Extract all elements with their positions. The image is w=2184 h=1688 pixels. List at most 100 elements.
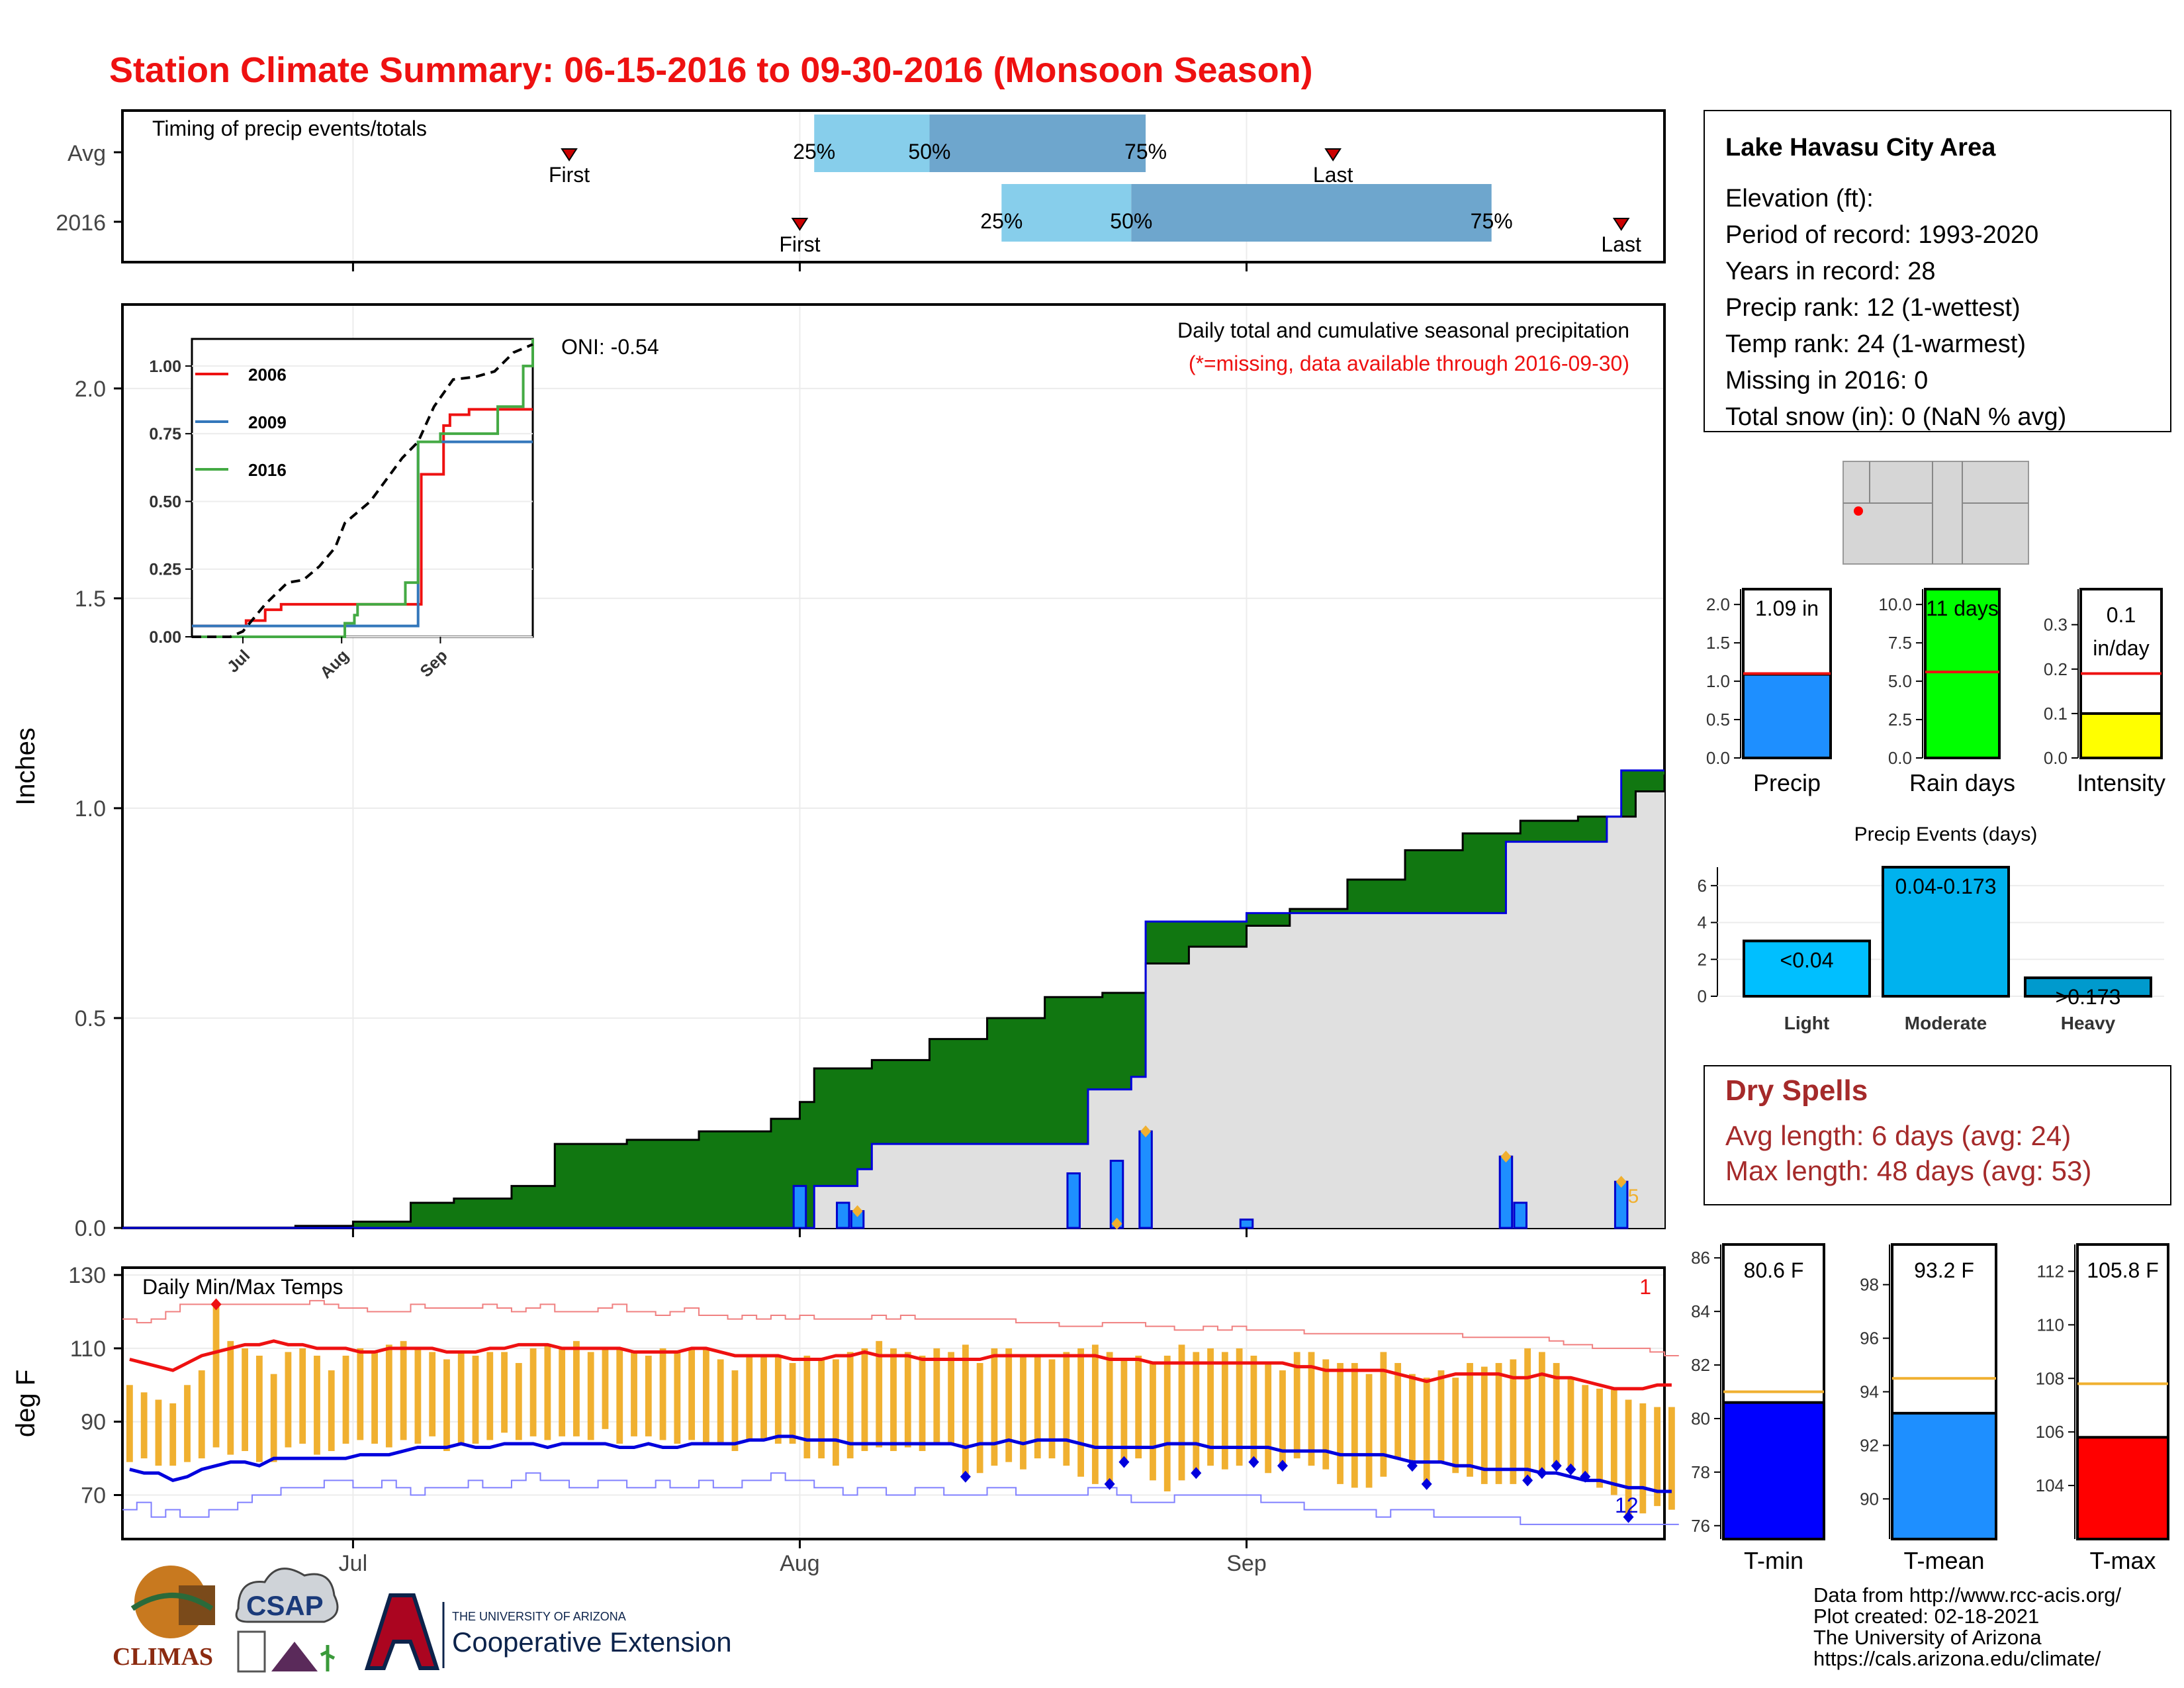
daily-temp-range-bar: [414, 1348, 422, 1444]
record-low-marker-icon: [1118, 1456, 1130, 1468]
daily-temp-range-bar: [1654, 1407, 1661, 1507]
daily-temp-range-bar: [948, 1352, 955, 1444]
daily-temp-range-bar: [602, 1348, 609, 1429]
daily-temp-range-bar: [904, 1352, 911, 1448]
mini-y-tick-label: 0.0: [2044, 748, 2068, 768]
daily-temp-range-bar: [1034, 1355, 1041, 1459]
rank-marker-icon: [1500, 1150, 1512, 1163]
inset-y-tick-label: 0.50: [149, 492, 181, 511]
daily-temp-range-bar: [876, 1340, 883, 1448]
avg-max-line: [129, 1339, 1672, 1391]
timing-marker-label: First: [549, 163, 590, 187]
info-line-missing: Missing in 2016: 0: [1725, 367, 1928, 395]
daily-temp-range-bar: [1668, 1407, 1675, 1510]
daily-precip-bar: [1614, 1180, 1629, 1229]
record-high-count: 1: [1639, 1275, 1651, 1299]
daily-temp-range-bar: [789, 1363, 796, 1444]
credit-line-3: The University of Arizona: [1813, 1626, 2042, 1649]
daily-temp-range-bar: [1322, 1359, 1330, 1470]
daily-temp-range-bar: [1150, 1363, 1156, 1481]
timing-p25-label: 25%: [793, 140, 835, 164]
daily-precip-bar: [1066, 1172, 1081, 1229]
dry-spells-max: Max length: 48 days (avg: 53): [1725, 1155, 2091, 1186]
state-borders: [1843, 461, 2028, 564]
record-max-line: [122, 1299, 1679, 1356]
events-bar: [1882, 866, 2010, 998]
record-low-marker-icon: [1421, 1477, 1432, 1490]
timing-p50-label: 50%: [908, 140, 950, 164]
daily-temp-range-bar: [1365, 1374, 1373, 1488]
temp-bar-y-tick-label: 92: [1860, 1435, 1879, 1455]
inset-legend-label: 2009: [248, 412, 287, 432]
ua-logo: THE UNIVERSITY OF ARIZONA Cooperative Ex…: [364, 1593, 732, 1670]
record-low-marker-icon: [1623, 1511, 1634, 1523]
timing-marker-label: Last: [1313, 163, 1353, 187]
daily-temp-range-bar: [1467, 1363, 1473, 1477]
daily-temp-range-bar: [703, 1348, 709, 1444]
timing-p75-label: 75%: [1471, 209, 1513, 233]
missing-note: (*=missing, data available through 2016-…: [1189, 352, 1629, 375]
daily-temp-range-bar: [155, 1399, 162, 1466]
mini-y-tick-label: 0.0: [1888, 748, 1912, 768]
events-category-label: Heavy: [2061, 1013, 2116, 1033]
mini-bar-value: [2079, 712, 2163, 760]
daily-temp-range-bar: [631, 1352, 637, 1436]
daily-temp-range-bar: [616, 1348, 623, 1444]
daily-temp-range-bar: [688, 1348, 696, 1440]
timing-box-50-75: [929, 115, 1146, 172]
daily-temp-range-bar: [385, 1344, 392, 1448]
daily-temp-range-bar: [933, 1348, 940, 1444]
events-y-tick-label: 4: [1698, 913, 1707, 933]
timing-box-25-50: [814, 115, 930, 172]
daily-precip-bar: [1513, 1201, 1527, 1229]
info-station: Lake Havasu City Area: [1725, 134, 1996, 162]
record-low-marker-icon: [1406, 1460, 1418, 1472]
record-low-marker-icon: [1277, 1460, 1288, 1472]
daily-temp-range-bar: [1120, 1359, 1128, 1462]
record-min-line: [122, 1472, 1679, 1525]
temp-bar-y-tick-label: 108: [2036, 1368, 2064, 1388]
daily-temp-range-bar: [1337, 1363, 1343, 1484]
record-high-marker-icon: [210, 1298, 222, 1311]
temp-bar-value-label: 93.2 F: [1914, 1258, 1974, 1282]
daily-temp-range-bar: [991, 1348, 998, 1466]
record-low-marker-icon: [1522, 1474, 1533, 1487]
temp-bar-value-label: 80.6 F: [1744, 1258, 1804, 1282]
daily-temp-range-bar: [1005, 1348, 1013, 1462]
timing-box-25-50: [1001, 184, 1132, 242]
daily-temp-range-bar: [1048, 1359, 1056, 1459]
mini-y-tick-label: 1.5: [1706, 633, 1730, 653]
mini-y-tick-label: 0.3: [2044, 615, 2068, 635]
csap-logo-text: CSAP: [246, 1590, 324, 1621]
locator-map: [1843, 461, 2029, 565]
temp-bar-y-tick-label: 80: [1691, 1409, 1710, 1429]
temp-bar-y-tick-label: 94: [1860, 1382, 1879, 1402]
daily-temp-range-bar: [1582, 1385, 1589, 1477]
precip-caption: Daily total and cumulative seasonal prec…: [1177, 318, 1629, 342]
events-bar: [1743, 939, 1871, 998]
dry-spells-title: Dry Spells: [1725, 1074, 1868, 1107]
precip-events-title: Precip Events (days): [1854, 823, 2038, 845]
daily-temp-range-bar: [1596, 1388, 1603, 1488]
daily-temp-range-bar: [1625, 1399, 1632, 1517]
daily-temp-range-bar: [501, 1352, 508, 1433]
mini-y-tick-label: 5.0: [1888, 671, 1912, 691]
mountain-icon: [271, 1642, 318, 1671]
events-y-tick-label: 6: [1698, 876, 1707, 896]
climas-logo-text: CLIMAS: [113, 1643, 213, 1671]
daily-temp-range-bar: [1437, 1370, 1445, 1462]
cumulative-2016-line: [122, 769, 1664, 1229]
daily-temp-range-bar: [1480, 1366, 1488, 1484]
temp-bar-value: [1891, 1411, 1997, 1540]
temp-bar-y-tick-label: 112: [2037, 1261, 2064, 1281]
timing-marker-icon: [791, 218, 809, 231]
temp-ylabel: deg F: [11, 1370, 40, 1437]
info-line-precip-rank: Precip rank: 12 (1-wettest): [1725, 294, 2021, 322]
daily-temp-range-bar: [227, 1340, 234, 1455]
daily-temp-range-bar: [1452, 1378, 1459, 1474]
events-bar-label: <0.04: [1780, 948, 1834, 972]
cloud-icon: [235, 1568, 339, 1623]
timing-marker-label: Last: [1601, 232, 1641, 256]
mini-y-tick-label: 0.5: [1706, 710, 1730, 729]
info-line-years: Years in record: 28: [1725, 258, 1936, 285]
